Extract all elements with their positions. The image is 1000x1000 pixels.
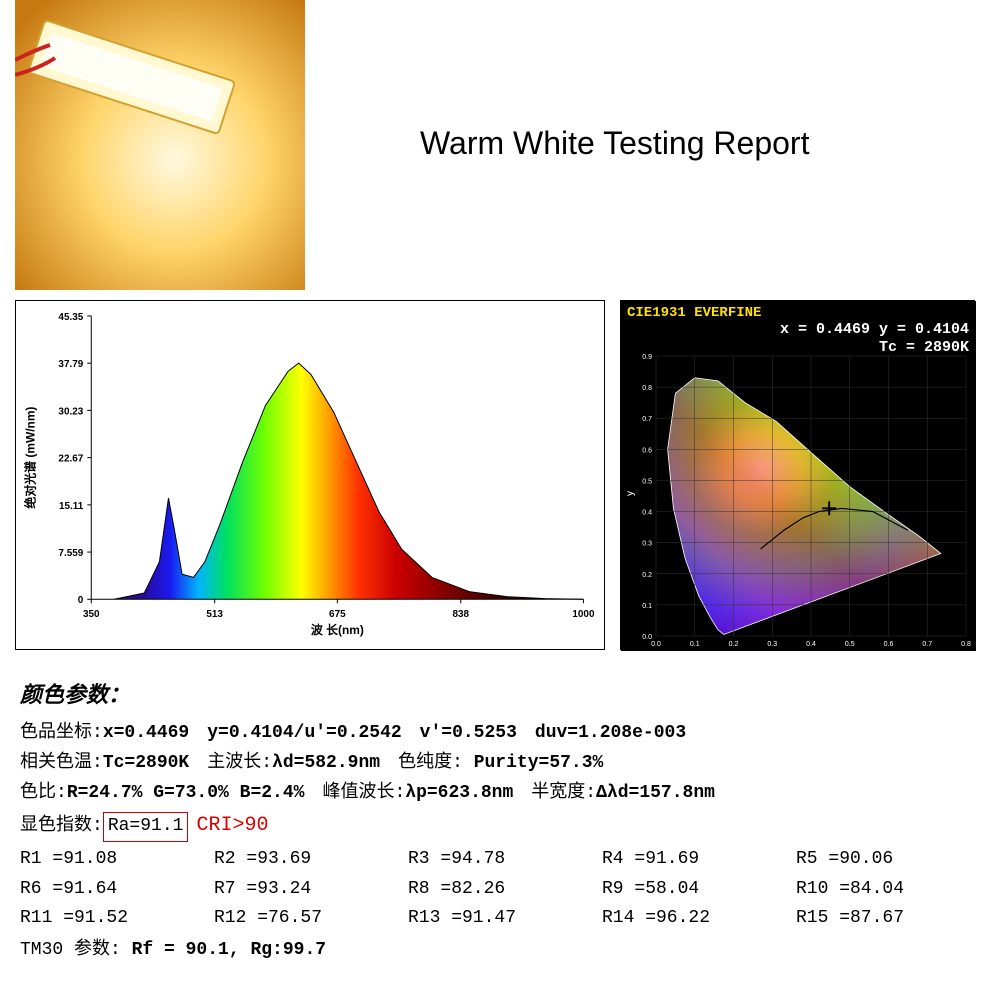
svg-text:0.6: 0.6 (642, 447, 652, 454)
svg-text:波 长(nm): 波 长(nm) (311, 623, 364, 637)
coord-row: 色品坐标:x=0.4469 y=0.4104/u'=0.2542 v'=0.52… (20, 720, 980, 748)
svg-text:CIE1931 EVERFINE: CIE1931 EVERFINE (627, 305, 761, 321)
params-title: 颜色参数： (20, 680, 980, 714)
svg-text:x: x (811, 650, 816, 651)
svg-text:0.8: 0.8 (642, 385, 652, 392)
svg-text:0.2: 0.2 (729, 641, 739, 648)
r-value-cell: R2 =93.69 (214, 846, 398, 874)
svg-text:0: 0 (78, 595, 84, 606)
svg-text:0.1: 0.1 (690, 641, 700, 648)
svg-text:绝对光谱 (mW/nm): 绝对光谱 (mW/nm) (24, 407, 38, 509)
svg-text:513: 513 (206, 609, 223, 620)
r-value-cell: R13 =91.47 (408, 905, 592, 933)
cct-row: 相关色温:Tc=2890K 主波长:λd=582.9nm 色纯度: Purity… (20, 750, 980, 778)
r-value-cell: R10 =84.04 (796, 876, 980, 904)
ra-highlight: Ra=91.1 (103, 812, 189, 842)
r-value-cell: R14 =96.22 (602, 905, 786, 933)
report-title: Warm White Testing Report (420, 125, 809, 162)
svg-text:0.0: 0.0 (642, 634, 652, 641)
r-value-cell: R8 =82.26 (408, 876, 592, 904)
svg-text:838: 838 (452, 609, 469, 620)
cri-note: CRI>90 (196, 814, 268, 837)
svg-text:0.4: 0.4 (642, 510, 652, 517)
svg-text:0.3: 0.3 (642, 541, 652, 548)
r-value-cell: R3 =94.78 (408, 846, 592, 874)
color-parameters: 颜色参数： 色品坐标:x=0.4469 y=0.4104/u'=0.2542 v… (20, 680, 980, 967)
r-value-cell: R11 =91.52 (20, 905, 204, 933)
r-value-cell: R1 =91.08 (20, 846, 204, 874)
svg-text:0.8: 0.8 (961, 641, 971, 648)
r-value-cell: R4 =91.69 (602, 846, 786, 874)
r-value-cell: R7 =93.24 (214, 876, 398, 904)
svg-text:y: y (625, 491, 636, 496)
svg-text:0.7: 0.7 (642, 416, 652, 423)
svg-text:0.0: 0.0 (651, 641, 661, 648)
r-value-cell: R5 =90.06 (796, 846, 980, 874)
r-value-cell: R12 =76.57 (214, 905, 398, 933)
svg-text:30.23: 30.23 (58, 406, 83, 417)
svg-text:0.2: 0.2 (642, 572, 652, 579)
svg-text:45.35: 45.35 (58, 312, 83, 323)
cri-row: 显色指数:Ra=91.1CRI>90 (20, 810, 980, 842)
svg-text:x = 0.4469 y = 0.4104: x = 0.4469 y = 0.4104 (780, 321, 969, 338)
svg-text:7.559: 7.559 (58, 548, 83, 559)
svg-text:0.9: 0.9 (642, 354, 652, 361)
led-photo (15, 0, 305, 290)
svg-text:0.5: 0.5 (845, 641, 855, 648)
svg-text:15.11: 15.11 (59, 501, 84, 512)
svg-text:0.3: 0.3 (767, 641, 777, 648)
svg-text:0.7: 0.7 (922, 641, 932, 648)
r-value-cell: R6 =91.64 (20, 876, 204, 904)
r-value-cell: R9 =58.04 (602, 876, 786, 904)
tm30-row: TM30 参数: Rf = 90.1, Rg:99.7 (20, 937, 980, 965)
svg-text:0.1: 0.1 (642, 603, 652, 610)
cie-diagram: 0.0 0.1 0.2 0.3 0.4 0.5 0.6 0.7 0.8 0.0 0.1 0.2 0.3 0… (620, 300, 975, 650)
svg-text:0.6: 0.6 (884, 641, 894, 648)
r-value-cell: R15 =87.67 (796, 905, 980, 933)
svg-text:0.4: 0.4 (806, 641, 816, 648)
svg-text:675: 675 (329, 609, 346, 620)
svg-text:22.67: 22.67 (58, 454, 83, 465)
r-values-grid: R1 =91.08 R2 =93.69 R3 =94.78 R4 =91.69 R5 =… (20, 846, 980, 934)
ratio-row: 色比:R=24.7% G=73.0% B=2.4% 峰值波长:λp=623.8n… (20, 780, 980, 808)
spectrum-chart: 0 7.559 15.11 22.67 30.23 37.79 45.35 350 513 675… (15, 300, 605, 650)
svg-text:350: 350 (83, 609, 100, 620)
svg-text:37.79: 37.79 (58, 359, 83, 370)
svg-text:1000: 1000 (572, 609, 595, 620)
svg-text:0.5: 0.5 (642, 478, 652, 485)
svg-text:Tc = 2890K: Tc = 2890K (879, 339, 969, 356)
